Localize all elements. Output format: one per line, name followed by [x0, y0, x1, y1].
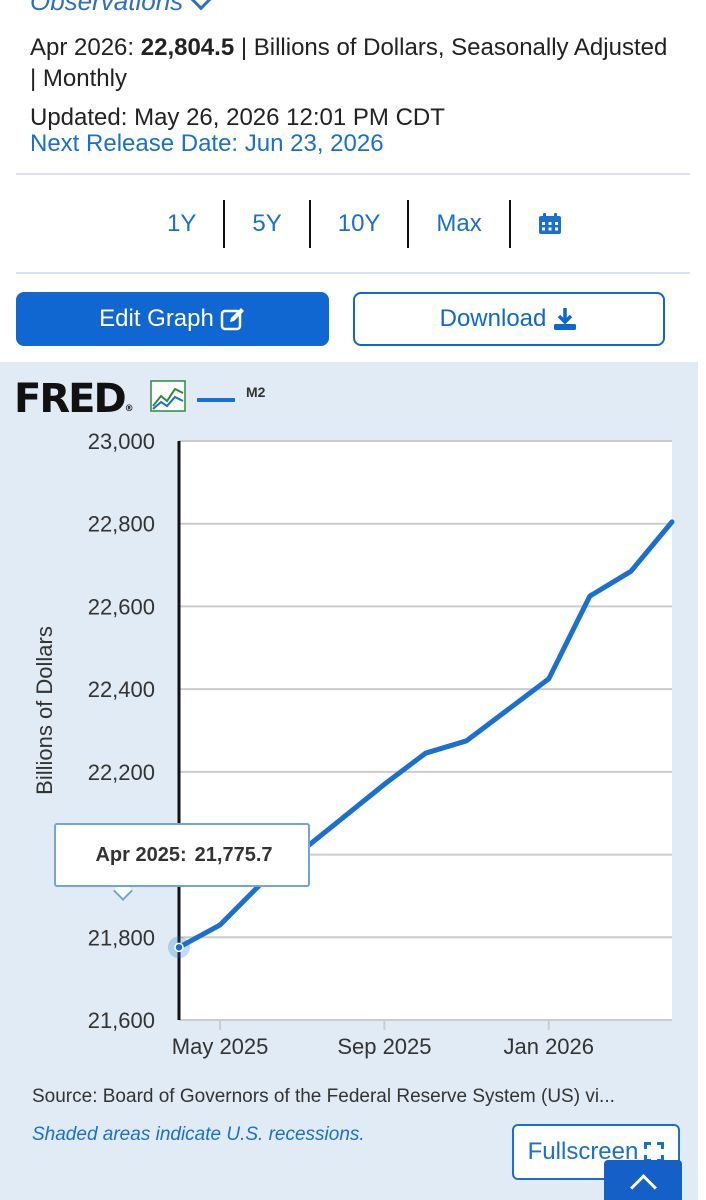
calendar-icon [538, 213, 561, 234]
observation-units: | Billions of Dollars, Seasonally Adjust… [30, 34, 668, 92]
updated-timestamp: Updated: May 26, 2026 12:01 PM CDT [30, 104, 445, 131]
calendar-button[interactable] [511, 198, 589, 250]
data-point[interactable] [628, 568, 634, 574]
observations-header-label: Observations [30, 0, 184, 16]
tooltip-date: Apr 2025: [95, 843, 187, 866]
data-point[interactable] [546, 676, 552, 682]
legend-label: M2 [246, 384, 266, 400]
plot-area [179, 441, 672, 1020]
fullscreen-icon [644, 1142, 665, 1162]
tooltip: Apr 2025: 21,775.7 [54, 823, 310, 887]
download-label: Download [439, 305, 547, 332]
fred-logo-text: FRED [14, 376, 127, 422]
observations-header[interactable]: Observations [30, 0, 213, 17]
x-tick-label: May 2025 [172, 1034, 269, 1059]
range-1y-button[interactable]: 1Y [167, 210, 197, 237]
fred-chart-icon [150, 380, 186, 412]
data-point[interactable] [423, 750, 429, 756]
data-point[interactable] [381, 781, 387, 787]
data-point[interactable] [669, 519, 675, 525]
observation-period: Apr 2026: [30, 34, 135, 61]
scroll-to-top-button[interactable] [604, 1160, 682, 1200]
observation-summary: Apr 2026: 22,804.5 | Billions of Dollars… [30, 32, 670, 94]
fred-logo: FRED® [14, 376, 134, 422]
y-tick-label: 21,800 [88, 925, 155, 950]
y-tick-label: 22,200 [88, 760, 155, 785]
recession-note: Shaded areas indicate U.S. recessions. [32, 1124, 365, 1145]
y-tick-label: 23,000 [88, 429, 155, 454]
edit-graph-button[interactable]: Edit Graph [16, 292, 329, 346]
date-range-selector: 1Y 5Y 10Y Max [140, 198, 589, 250]
divider [16, 272, 690, 274]
data-point[interactable] [587, 593, 593, 599]
range-5y-button[interactable]: 5Y [252, 210, 282, 237]
divider [308, 200, 311, 248]
observation-value: 22,804.5 [140, 34, 235, 61]
chevron-down-icon [189, 0, 213, 10]
y-axis-label: Billions of Dollars [32, 626, 57, 795]
divider [407, 200, 410, 248]
download-button[interactable]: Download [353, 292, 665, 346]
legend-swatch [197, 398, 235, 402]
edit-icon [220, 308, 244, 331]
tooltip-value: 21,775.7 [194, 843, 273, 866]
data-point[interactable] [505, 707, 511, 713]
data-point[interactable] [174, 942, 184, 953]
y-tick-label: 21,600 [88, 1008, 155, 1033]
y-tick-label: 22,400 [88, 677, 155, 702]
y-tick-label: 22,800 [88, 512, 155, 537]
range-10y-button[interactable]: 10Y [337, 210, 381, 237]
data-point[interactable] [464, 738, 470, 744]
source-text: Source: Board of Governors of the Federa… [32, 1086, 615, 1107]
y-tick-label: 22,600 [88, 594, 155, 619]
edit-graph-label: Edit Graph [99, 305, 214, 332]
divider [16, 173, 690, 175]
divider [223, 200, 226, 248]
data-point[interactable] [217, 922, 223, 928]
data-point[interactable] [340, 814, 346, 820]
next-release-link[interactable]: Next Release Date: Jun 23, 2026 [30, 130, 384, 157]
line-chart[interactable]: 21,60021,80022,00022,20022,40022,60022,8… [0, 362, 698, 1082]
divider [508, 200, 511, 248]
range-max-button[interactable]: Max [436, 210, 482, 237]
x-tick-label: Jan 2026 [503, 1034, 594, 1059]
download-icon [554, 308, 577, 330]
x-tick-label: Sep 2025 [337, 1034, 431, 1059]
